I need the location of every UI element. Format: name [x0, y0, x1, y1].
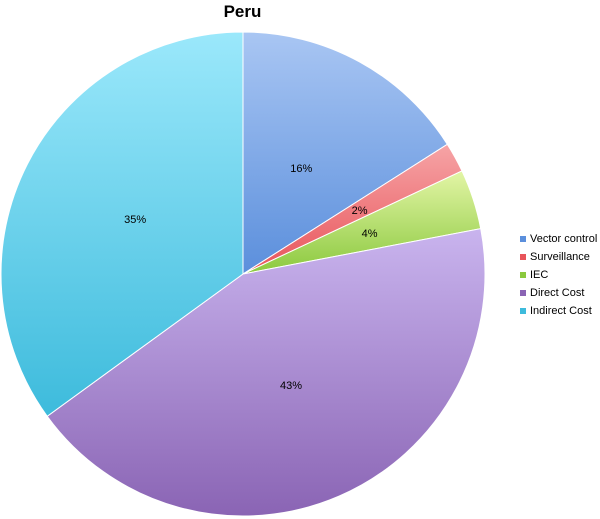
- legend-swatch: [520, 254, 526, 260]
- legend-label: Direct Cost: [530, 287, 585, 299]
- legend-label: Indirect Cost: [530, 305, 592, 317]
- legend-swatch: [520, 308, 526, 314]
- pie-slice-direct-cost: [46, 228, 486, 517]
- chart-title: Peru: [223, 2, 262, 21]
- slice-label-iec: 4%: [362, 228, 378, 240]
- legend-swatch: [520, 236, 526, 242]
- legend-swatch: [520, 272, 526, 278]
- slice-label-vector-control: 16%: [290, 163, 312, 175]
- pie-slice-vector-control: [242, 31, 449, 275]
- legend-label: Surveillance: [530, 251, 590, 263]
- legend-item-surveillance: Surveillance: [520, 248, 597, 266]
- slice-label-indirect-cost: 35%: [124, 214, 146, 226]
- slice-label-direct-cost: 43%: [280, 380, 302, 392]
- chart-legend: Vector control Surveillance IEC Direct Cost…: [520, 230, 597, 320]
- slice-label-surveillance: 2%: [352, 205, 368, 217]
- legend-item-vector-control: Vector control: [520, 230, 597, 248]
- legend-item-direct-cost: Direct Cost: [520, 284, 597, 302]
- legend-item-indirect-cost: Indirect Cost: [520, 302, 597, 320]
- pie-slice-indirect-cost: [0, 31, 244, 417]
- legend-item-iec: IEC: [520, 266, 597, 284]
- pie-chart: 16% 2% 4% 43% 35%: [0, 31, 486, 517]
- legend-swatch: [520, 290, 526, 296]
- legend-label: IEC: [530, 269, 549, 281]
- legend-label: Vector control: [530, 233, 598, 245]
